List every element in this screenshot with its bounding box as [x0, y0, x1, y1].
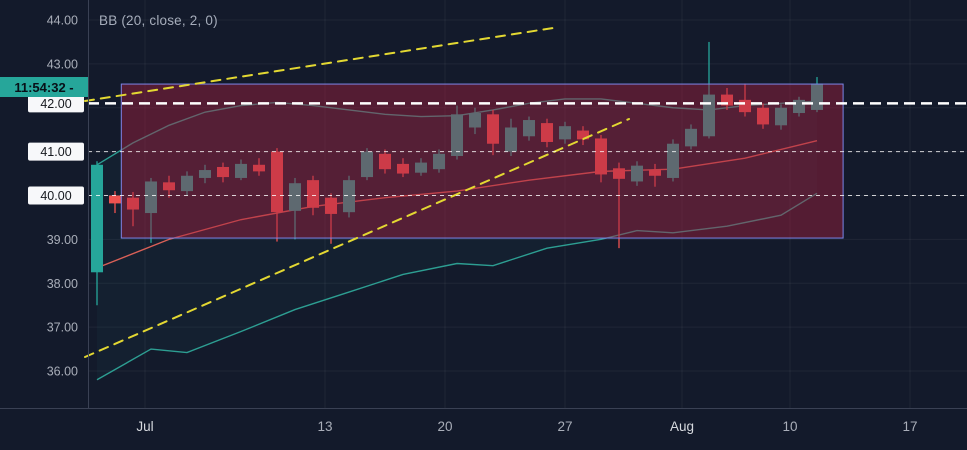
candle: [325, 193, 337, 244]
price-line-label: 41.00: [28, 142, 84, 161]
price-lines[interactable]: 42.00 41.00 40.00: [28, 94, 967, 205]
candle: [397, 158, 409, 178]
candle: [541, 118, 553, 148]
candle: [217, 162, 229, 183]
candle: [559, 121, 571, 144]
svg-text:41.00: 41.00: [40, 145, 71, 159]
candle: [667, 139, 679, 182]
y-axis-label: 44.00: [47, 14, 78, 28]
x-axis-label: Aug: [670, 419, 694, 434]
candle: [577, 126, 589, 146]
trend-line[interactable]: [84, 118, 630, 358]
candle: [613, 162, 625, 249]
y-axis-label: 37.00: [47, 321, 78, 335]
candle: [685, 124, 697, 150]
candle: [163, 175, 175, 198]
x-axis-label: 20: [437, 419, 452, 434]
price-line-label: 40.00: [28, 186, 84, 205]
candle: [289, 177, 301, 240]
candle: [379, 149, 391, 174]
candle: [505, 118, 517, 157]
rectangle-drawing[interactable]: [120, 83, 844, 239]
svg-text:42.00: 42.00: [40, 97, 71, 111]
candle: [109, 191, 121, 214]
svg-text:40.00: 40.00: [40, 189, 71, 203]
candle: [181, 171, 193, 196]
candle: [343, 175, 355, 218]
candle: [91, 161, 103, 306]
x-axis-label: 10: [782, 419, 797, 434]
candle: [415, 158, 427, 176]
candle: [775, 104, 787, 130]
candle: [595, 134, 607, 183]
price-line-label: 42.00: [28, 94, 84, 113]
candle: [253, 158, 265, 176]
candle: [649, 163, 661, 187]
candle: [127, 191, 139, 227]
candlesticks: [91, 41, 823, 306]
candle: [487, 109, 499, 156]
y-axis-label: 43.00: [47, 57, 78, 71]
y-axis-label: 36.00: [47, 365, 78, 379]
candle: [235, 159, 247, 181]
x-axis-label: 13: [317, 419, 332, 434]
candle: [145, 177, 157, 243]
candle: [631, 161, 643, 186]
trend-lines[interactable]: [84, 27, 630, 358]
countdown-badge: 11:54:32 -: [0, 77, 88, 97]
time-axis[interactable]: Jul 13 20 27 Aug 10 17: [0, 408, 967, 435]
candle: [433, 149, 445, 173]
x-axis-label: Jul: [136, 419, 153, 434]
candle: [523, 116, 535, 141]
candle: [451, 105, 463, 160]
candle: [469, 107, 481, 135]
candle: [271, 148, 283, 242]
candle: [757, 103, 769, 129]
candle: [199, 164, 211, 184]
candle: [361, 148, 373, 181]
price-axis[interactable]: 44.00 43.00 39.00 38.00 37.00 36.00: [47, 0, 89, 408]
indicator-label[interactable]: BB (20, close, 2, 0): [99, 13, 218, 28]
y-axis-label: 38.00: [47, 277, 78, 291]
x-axis-label: 27: [557, 419, 572, 434]
y-axis-label: 39.00: [47, 233, 78, 247]
candle: [721, 88, 733, 110]
candle: [703, 41, 715, 139]
x-axis-label: 17: [902, 419, 917, 434]
